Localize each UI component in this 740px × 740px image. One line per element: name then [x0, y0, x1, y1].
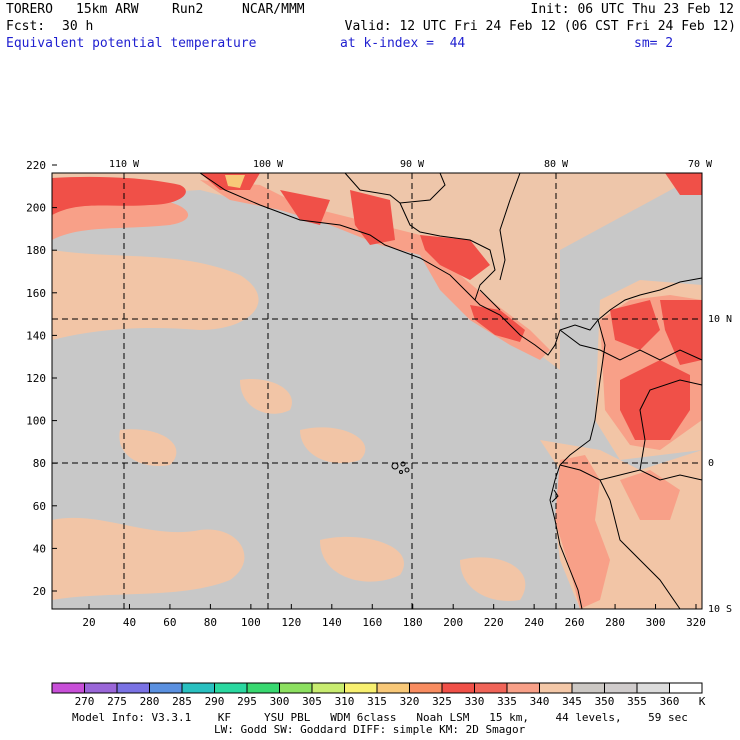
model-info: Model Info: V3.3.1 KF YSU PBL WDM 6class… — [72, 711, 688, 724]
x-tick-label: 80 — [204, 616, 217, 629]
forecast-hours: 30 h — [62, 19, 94, 34]
x-tick-label: 200 — [443, 616, 463, 629]
x-tick-label: 320 — [686, 616, 706, 629]
x-tick-label: 180 — [403, 616, 423, 629]
x-tick-label: 220 — [484, 616, 504, 629]
latitude-labels: 10 N 0 10 S — [708, 314, 732, 615]
lon-label: 80 W — [544, 159, 569, 170]
x-tick-label: 40 — [123, 616, 136, 629]
lon-label: 70 W — [688, 159, 713, 170]
red-regions — [52, 173, 702, 440]
forecast-label: Fcst: — [6, 19, 46, 34]
map-field — [52, 173, 702, 609]
lat-label: 10 S — [708, 604, 732, 615]
init-time: Init: 06 UTC Thu 23 Feb 12 — [530, 2, 735, 17]
lon-label: 100 W — [253, 159, 284, 170]
x-tick-label: 120 — [281, 616, 301, 629]
x-tick-label: 260 — [565, 616, 585, 629]
field-title: Equivalent potential temperature — [6, 36, 257, 51]
y-tick-label: 140 — [26, 329, 46, 342]
y-tick-label: 180 — [26, 244, 46, 257]
x-tick-label: 100 — [241, 616, 261, 629]
warm-spot — [225, 175, 245, 188]
lat-label: 10 N — [708, 314, 732, 325]
physics-info: LW: Godd SW: Goddard DIFF: simple KM: 2D… — [214, 723, 526, 736]
x-tick-label: 240 — [524, 616, 544, 629]
longitude-labels: 110 W 100 W 90 W 80 W 70 W — [109, 159, 713, 170]
y-tick-label: 100 — [26, 415, 46, 428]
y-tick-label: 220 — [26, 159, 46, 172]
model-name: TORERO — [6, 2, 53, 17]
lon-label: 90 W — [400, 159, 425, 170]
y-tick-labels: 220 200 180 160 140 120 100 80 60 40 20 — [26, 159, 46, 598]
coastlines — [199, 172, 703, 610]
x-tick-label: 140 — [322, 616, 342, 629]
y-tick-label: 60 — [33, 500, 46, 513]
organization: NCAR/MMM — [242, 2, 305, 17]
y-tick-label: 160 — [26, 287, 46, 300]
x-tick-label: 60 — [163, 616, 176, 629]
x-tick-label: 280 — [605, 616, 625, 629]
x-tick-labels: 20 40 60 80 100 120 140 160 180 200 220 240 260 280 30… — [82, 616, 706, 629]
x-tick-label: 20 — [82, 616, 95, 629]
run-label: Run2 — [172, 2, 204, 17]
lon-label: 110 W — [109, 159, 140, 170]
map-frame — [51, 172, 703, 610]
lat-lon-grid — [52, 173, 702, 609]
model-resolution: 15km ARW — [76, 2, 139, 17]
x-tick-label: 160 — [362, 616, 382, 629]
y-tick-label: 80 — [33, 457, 46, 470]
x-tick-label: 300 — [646, 616, 666, 629]
y-tick-label: 200 — [26, 202, 46, 215]
lat-label: 0 — [708, 458, 714, 469]
level-label: at k-index = 44 — [340, 36, 466, 51]
y-tick-label: 40 — [33, 542, 46, 555]
axis-ticks — [52, 164, 697, 609]
y-tick-label: 20 — [33, 585, 46, 598]
y-tick-label: 120 — [26, 372, 46, 385]
valid-time: Valid: 12 UTC Fri 24 Feb 12 (06 CST Fri … — [344, 19, 736, 34]
smoothing-label: sm= 2 — [634, 36, 674, 51]
